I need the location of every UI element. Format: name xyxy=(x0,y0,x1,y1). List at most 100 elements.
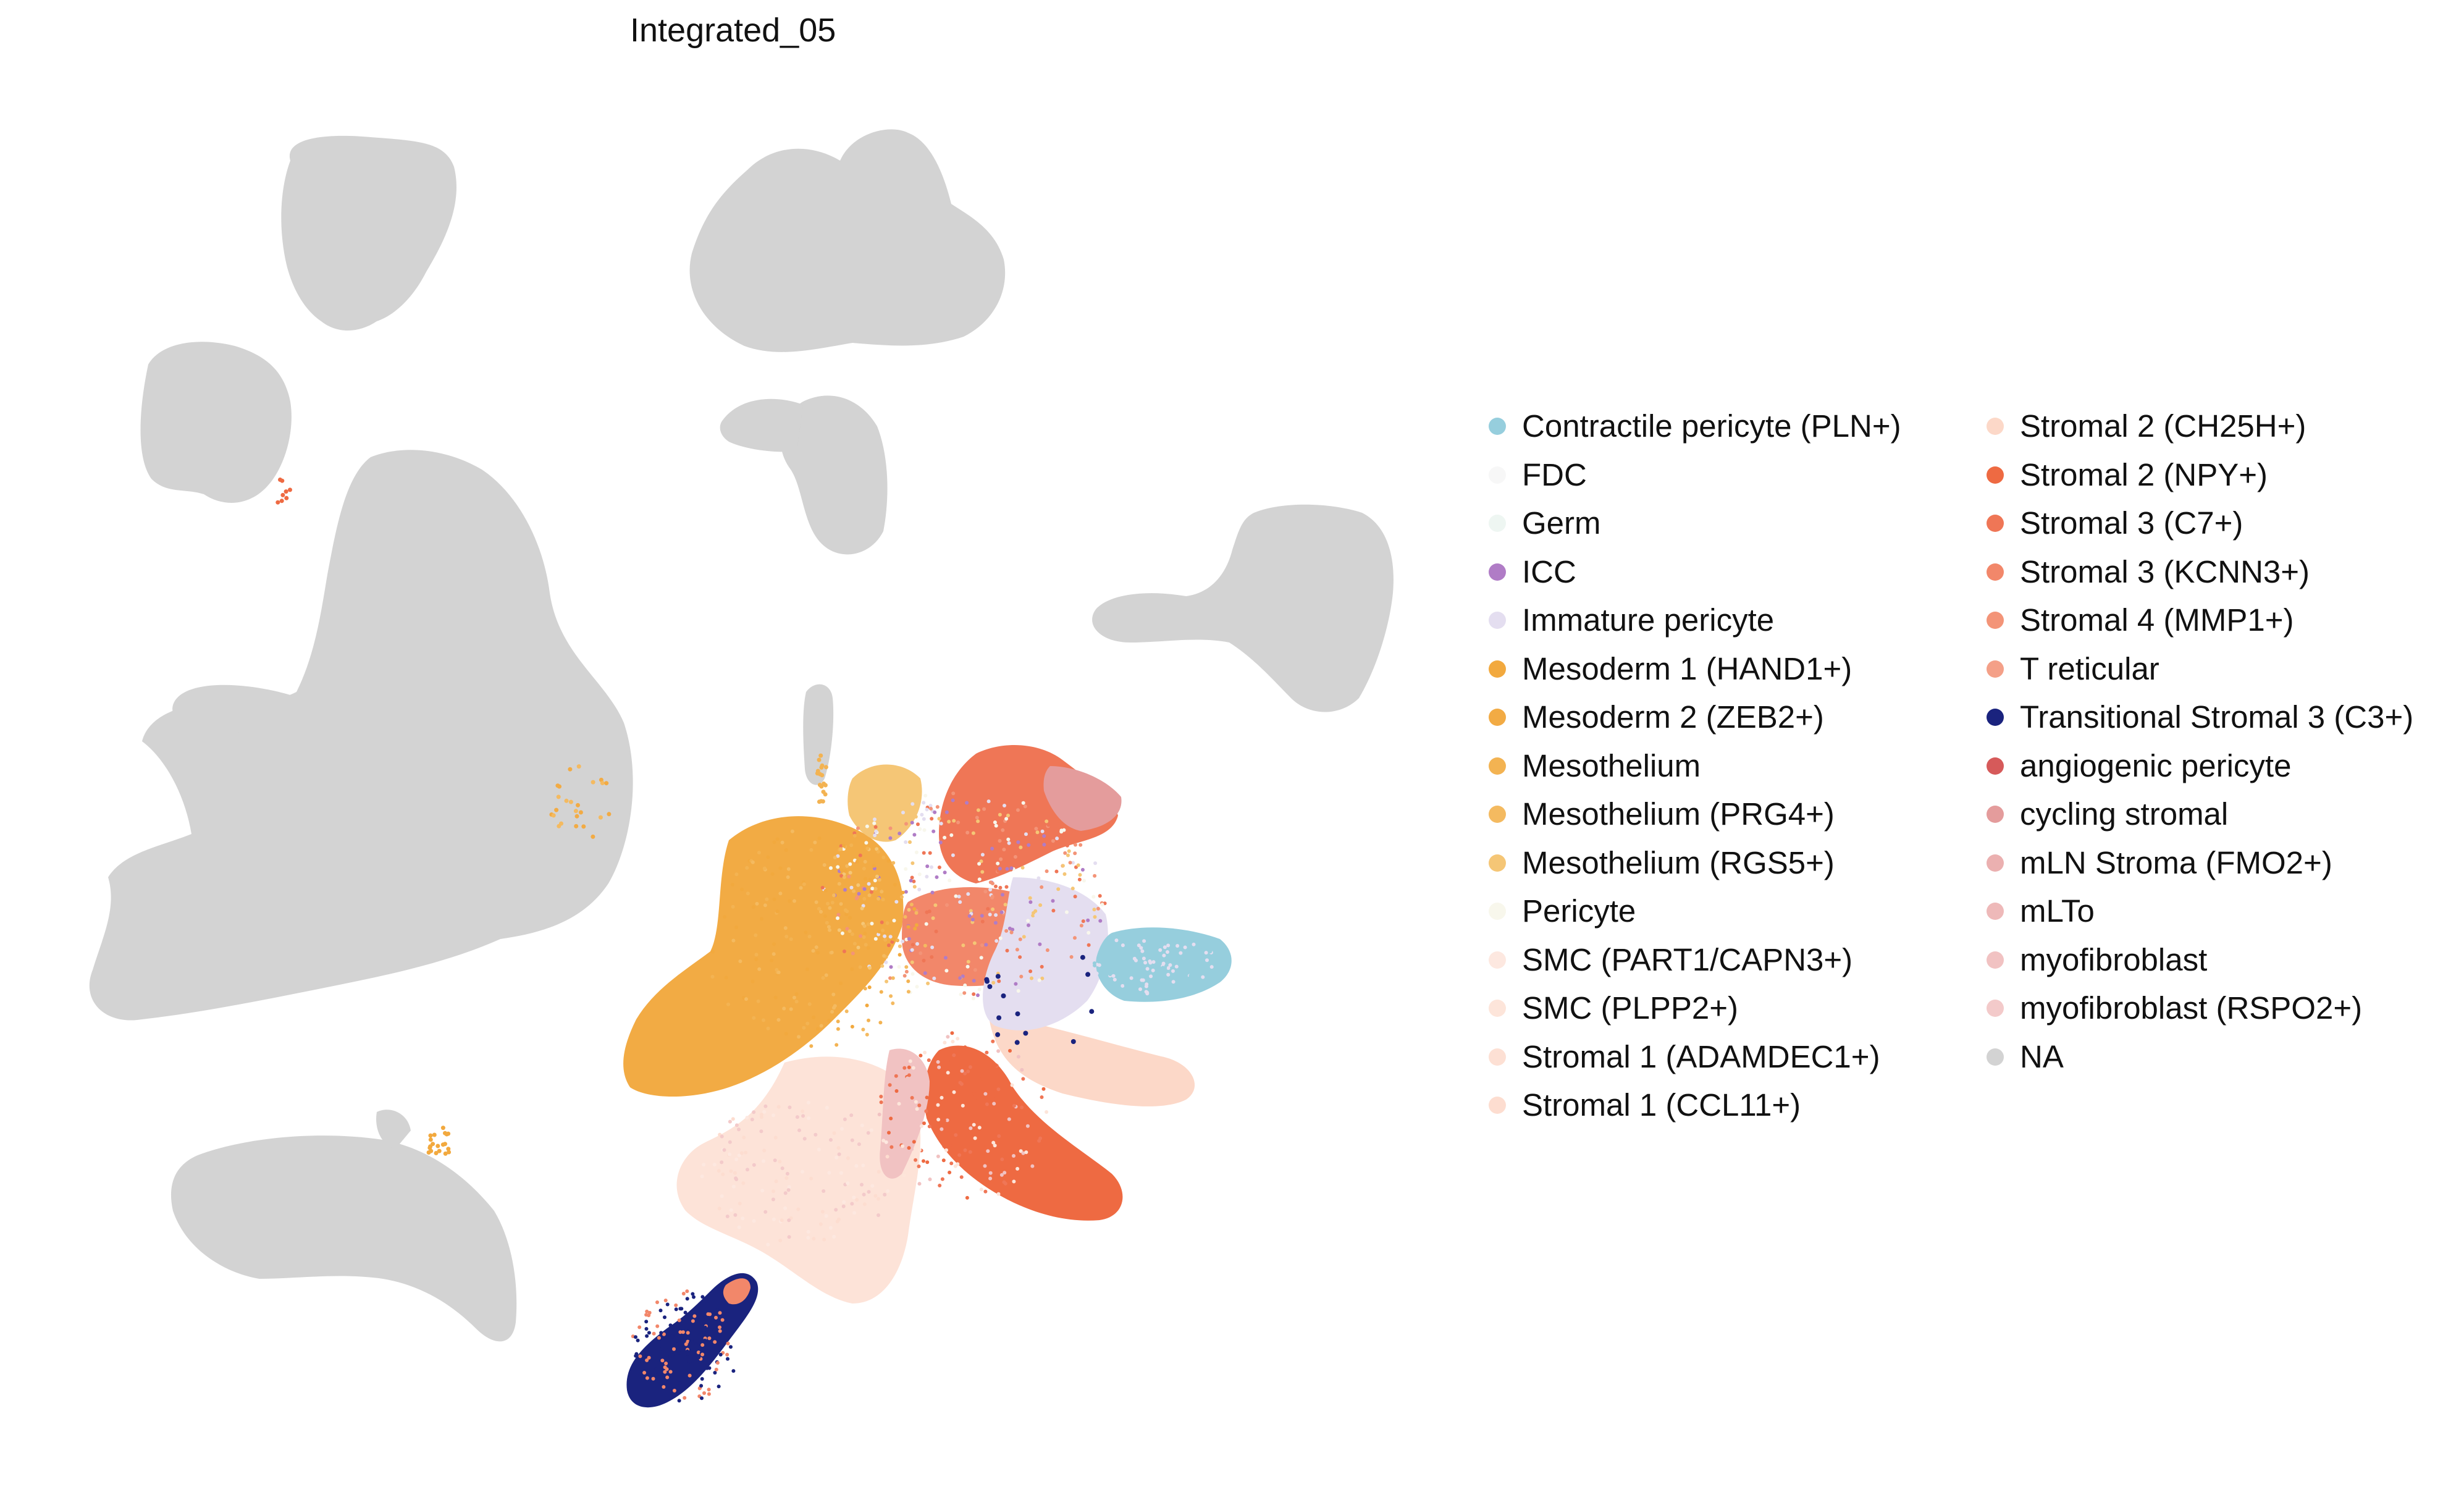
scatter-point xyxy=(991,882,994,886)
scatter-point xyxy=(784,1176,789,1180)
scatter-point xyxy=(679,1307,684,1311)
scatter-point xyxy=(814,900,818,904)
scatter-point xyxy=(947,820,951,824)
scatter-point xyxy=(832,893,836,898)
legend-label: Stromal 1 (CCL11+) xyxy=(1522,1087,1801,1123)
scatter-point xyxy=(906,979,910,984)
scatter-point xyxy=(720,1134,724,1139)
scatter-point xyxy=(1201,975,1205,979)
scatter-point xyxy=(718,1325,721,1329)
scatter-point xyxy=(1051,833,1055,838)
scatter-point xyxy=(828,906,832,910)
scatter-point xyxy=(705,1366,709,1370)
scatter-point xyxy=(881,929,885,933)
scatter-point xyxy=(907,1065,911,1069)
scatter-point xyxy=(947,826,951,830)
scatter-point xyxy=(922,828,927,832)
scatter-point xyxy=(894,1089,899,1093)
scatter-point xyxy=(905,1115,909,1119)
scatter-point xyxy=(839,1171,843,1175)
scatter-point xyxy=(744,1150,748,1155)
scatter-point xyxy=(730,883,734,887)
scatter-point xyxy=(854,1164,859,1168)
scatter-point xyxy=(958,1080,962,1085)
scatter-point xyxy=(796,1207,801,1211)
scatter-point xyxy=(968,1150,972,1154)
scatter-point xyxy=(795,1115,799,1119)
scatter-point xyxy=(1190,945,1195,950)
scatter-point xyxy=(971,831,975,835)
scatter-point xyxy=(943,870,947,875)
scatter-point xyxy=(876,849,880,854)
scatter-point xyxy=(962,991,967,995)
scatter-point xyxy=(734,1176,738,1181)
scatter-point xyxy=(1092,961,1096,966)
scatter-point xyxy=(1015,1011,1020,1017)
scatter-point xyxy=(645,1334,649,1338)
scatter-point xyxy=(805,1021,810,1026)
scatter-point xyxy=(936,1154,940,1158)
scatter-point xyxy=(644,1327,649,1331)
scatter-point xyxy=(1093,915,1097,919)
scatter-point xyxy=(1003,1181,1007,1186)
scatter-point xyxy=(1023,804,1027,809)
legend-label: Mesoderm 1 (HAND1+) xyxy=(1522,651,1852,686)
scatter-point xyxy=(829,866,833,870)
scatter-point xyxy=(811,949,815,953)
scatter-point xyxy=(766,1242,770,1247)
scatter-point xyxy=(710,975,715,979)
scatter-point xyxy=(801,1114,805,1118)
scatter-point xyxy=(714,1367,718,1371)
scatter-point xyxy=(825,920,829,925)
scatter-point xyxy=(852,889,856,893)
scatter-point xyxy=(717,1384,721,1389)
scatter-point xyxy=(1028,900,1033,904)
scatter-point xyxy=(909,903,914,907)
scatter-point xyxy=(861,1027,865,1032)
scatter-point xyxy=(766,1026,770,1030)
scatter-point xyxy=(891,1001,895,1005)
scatter-point xyxy=(591,780,595,785)
scatter-point xyxy=(692,1295,696,1299)
scatter-point xyxy=(847,874,851,878)
scatter-point xyxy=(982,807,986,811)
na-cluster-large-left xyxy=(89,450,633,1021)
scatter-point xyxy=(728,1152,731,1156)
scatter-point xyxy=(711,950,715,954)
scatter-point xyxy=(655,1300,659,1304)
scatter-point xyxy=(880,920,884,924)
scatter-point xyxy=(957,1153,962,1157)
scatter-point xyxy=(872,864,876,868)
scatter-point xyxy=(991,1039,995,1043)
scatter-point xyxy=(437,1148,442,1153)
scatter-point xyxy=(839,847,843,851)
scatter-point xyxy=(987,984,993,989)
scatter-point xyxy=(1020,866,1025,870)
scatter-point xyxy=(581,824,586,829)
scatter-point xyxy=(685,1289,689,1294)
legend-label: mLN Stroma (FMO2+) xyxy=(2020,845,2332,880)
scatter-point xyxy=(1095,971,1099,975)
na-cluster-center-small xyxy=(780,395,888,555)
scatter-point xyxy=(828,1226,833,1230)
scatter-point xyxy=(1021,1077,1025,1081)
legend-marker xyxy=(1987,1048,2004,1066)
scatter-point xyxy=(880,964,885,968)
scatter-point xyxy=(806,1229,810,1234)
scatter-point xyxy=(802,1137,807,1141)
scatter-point xyxy=(677,1399,681,1403)
scatter-point xyxy=(1175,944,1180,948)
scatter-point xyxy=(914,850,919,854)
scatter-point xyxy=(995,974,1001,979)
scatter-point xyxy=(1012,1154,1015,1158)
scatter-point xyxy=(888,836,893,840)
scatter-point xyxy=(678,1381,682,1386)
scatter-point xyxy=(856,883,860,887)
scatter-point xyxy=(1015,1166,1020,1171)
scatter-point xyxy=(1004,929,1009,933)
scatter-point xyxy=(1142,939,1146,943)
scatter-point xyxy=(942,1118,946,1123)
scatter-point xyxy=(869,890,873,894)
scatter-point xyxy=(930,955,934,959)
scatter-point xyxy=(877,1197,880,1201)
